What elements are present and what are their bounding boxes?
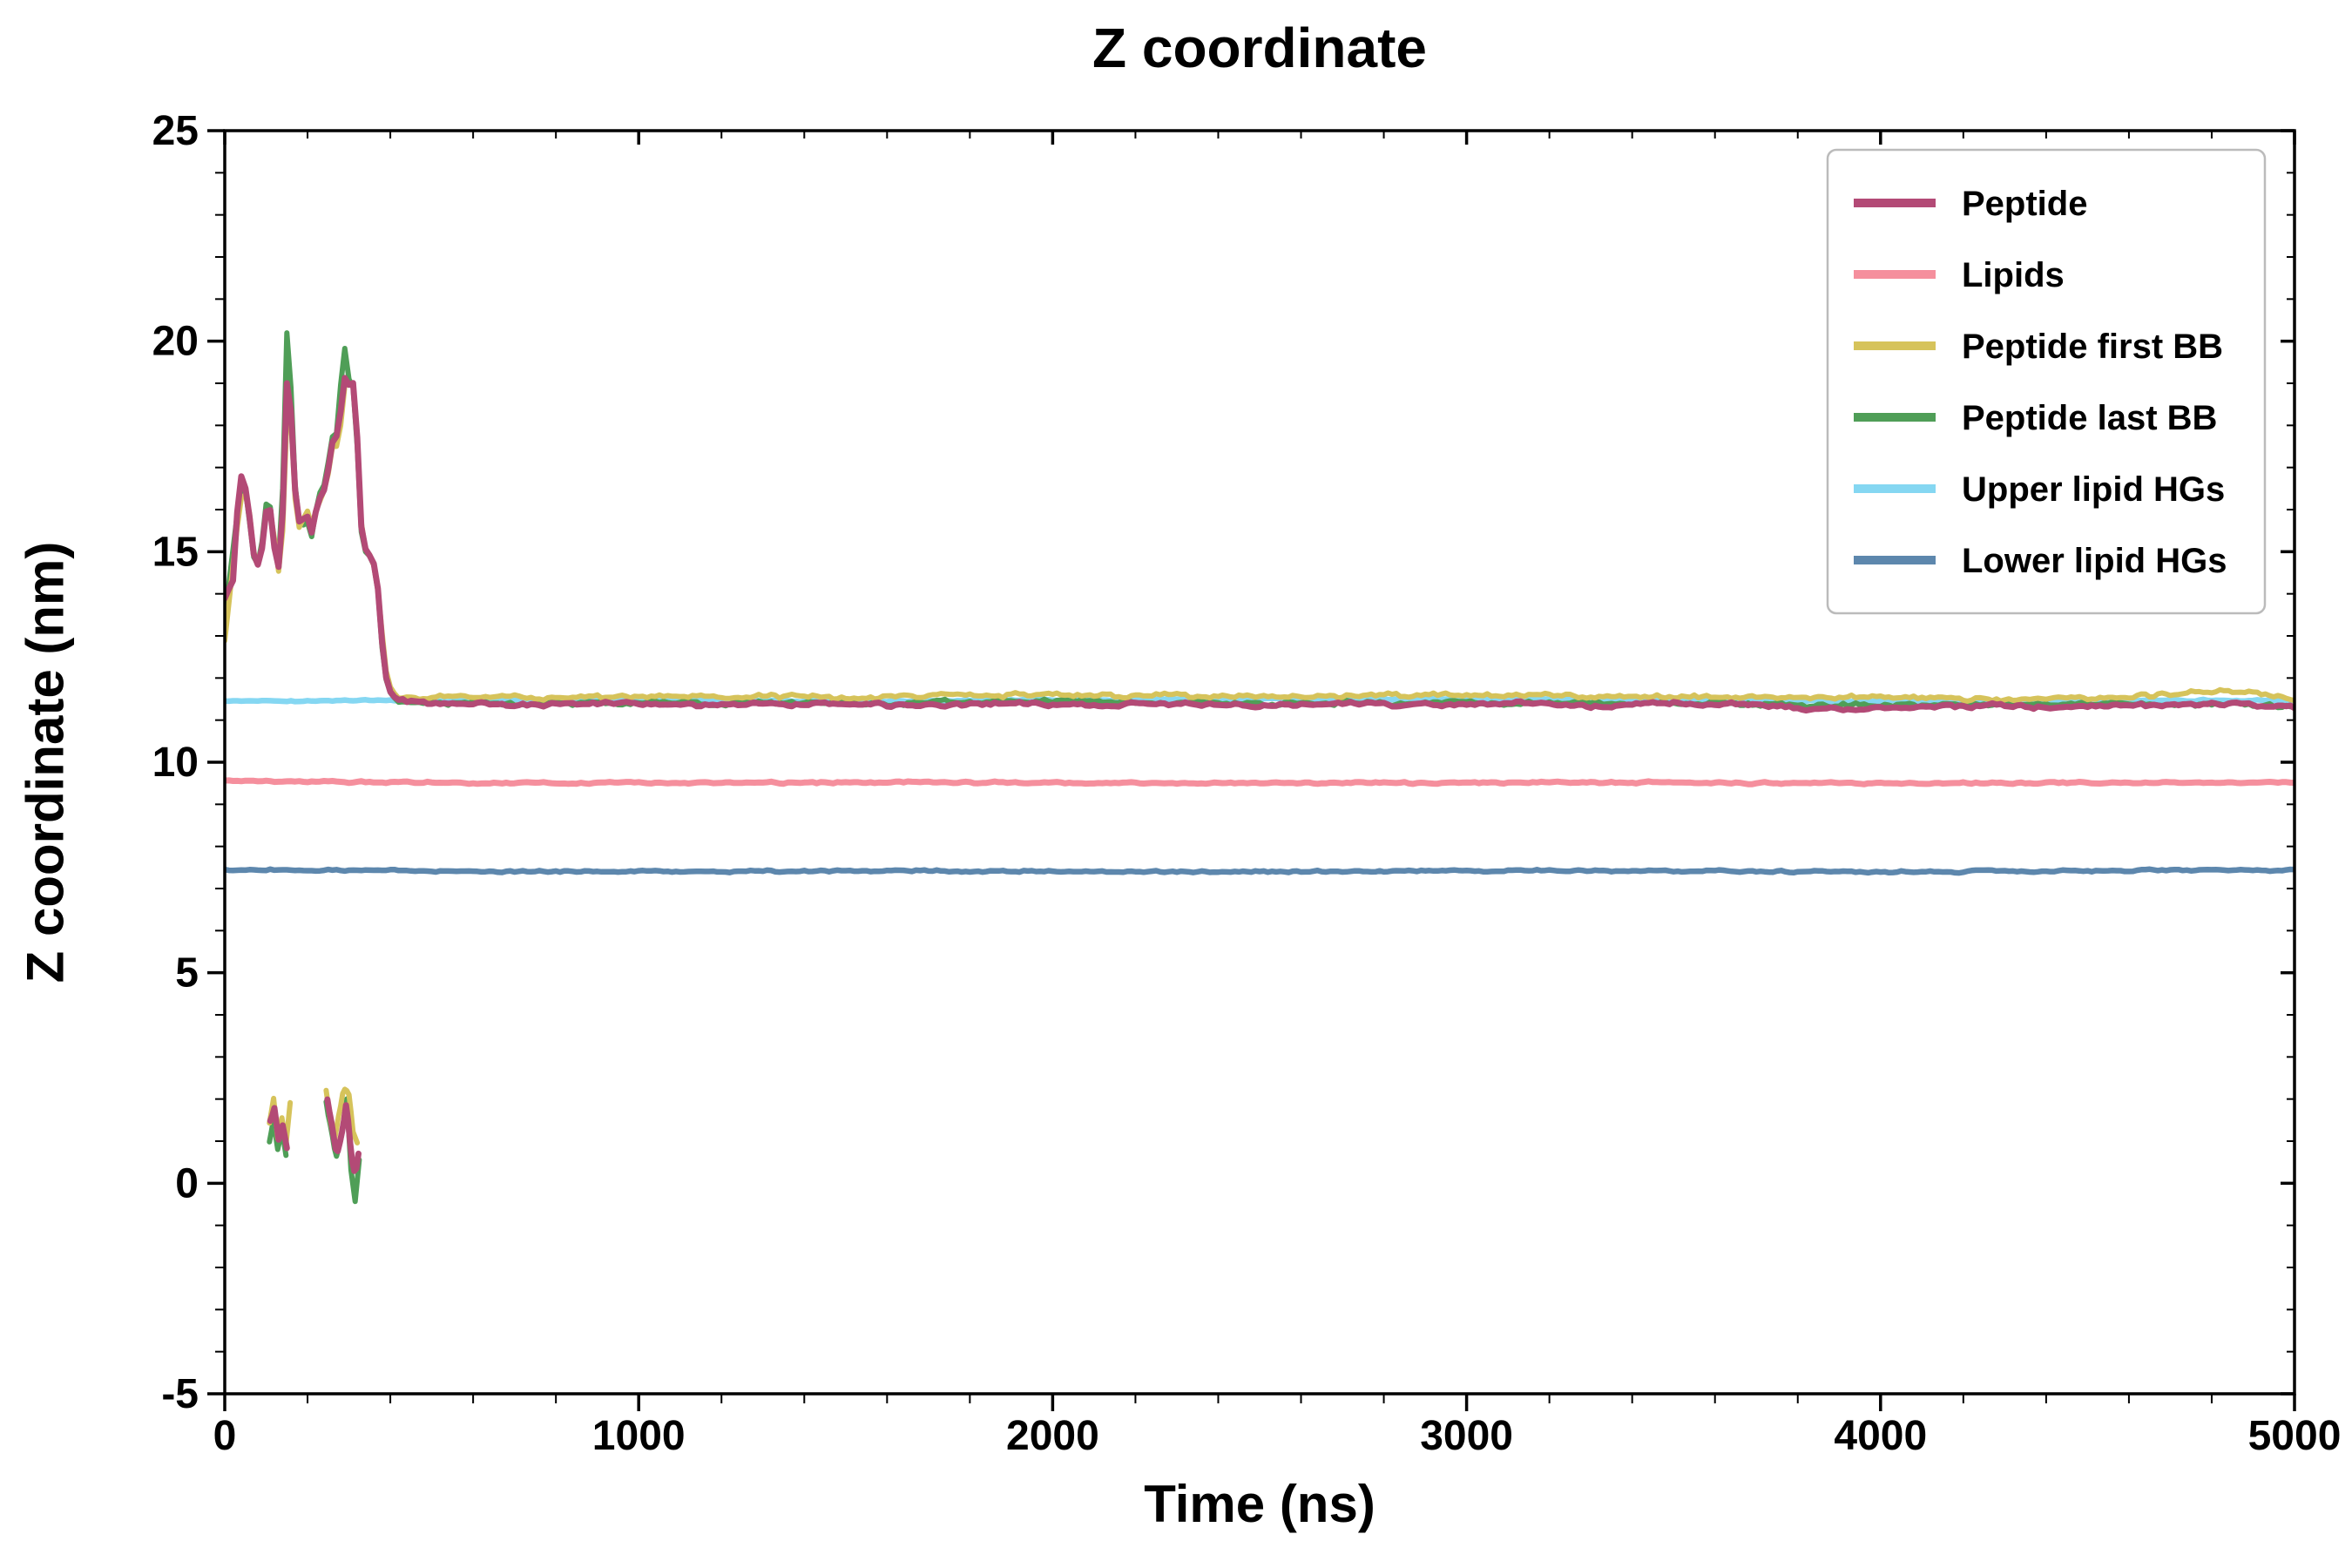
x-tick-label: 0 — [213, 1413, 237, 1459]
y-tick-label: 15 — [152, 529, 199, 575]
series-lower-lipid-hgs-line — [225, 866, 2295, 876]
legend-label-lipids: Lipids — [1962, 256, 2065, 294]
legend-box — [1826, 148, 2267, 615]
legend-label-upper-lipid-hgs: Upper lipid HGs — [1962, 470, 2225, 509]
y-tick-label: 20 — [152, 319, 199, 365]
y-tick-label: 10 — [152, 740, 199, 786]
y-tick-label: 0 — [175, 1160, 199, 1206]
series-peptide-first-bb-line — [225, 381, 2295, 704]
legend-item-peptide-first-bb: Peptide first BB — [1854, 328, 2223, 366]
legend-item-upper-lipid-hgs: Upper lipid HGs — [1854, 470, 2225, 509]
axis-ticks — [207, 129, 2296, 1411]
y-tick-label: 25 — [152, 108, 199, 154]
legend-item-lipids: Lipids — [1854, 256, 2065, 294]
series-peptide-segment-1 — [267, 1105, 290, 1152]
legend-label-lower-lipid-hgs: Lower lipid HGs — [1962, 542, 2227, 580]
x-tick-label: 4000 — [1834, 1413, 1927, 1459]
legend-label-peptide: Peptide — [1962, 185, 2087, 223]
y-tick-label: -5 — [161, 1371, 199, 1417]
legend-item-peptide-last-bb: Peptide last BB — [1854, 399, 2217, 437]
x-tick-label: 1000 — [592, 1413, 686, 1459]
x-axis-label: Time (ns) — [1144, 1475, 1375, 1533]
y-axis-label: Z coordinate (nm) — [16, 541, 75, 983]
series-peptide-segment-2 — [324, 1096, 362, 1174]
series-lines — [225, 330, 2295, 1205]
legend: Peptide Lipids Peptide first BB Peptide las… — [1826, 148, 2267, 615]
plot-spines — [223, 129, 2296, 1396]
y-tick-label: 5 — [175, 950, 199, 997]
series-lipids-line — [225, 777, 2295, 787]
legend-label-peptide-last-bb: Peptide last BB — [1962, 399, 2217, 437]
series-peptide-line — [225, 375, 2295, 714]
x-tick-label: 5000 — [2248, 1413, 2342, 1459]
legend-item-lower-lipid-hgs: Lower lipid HGs — [1854, 542, 2227, 580]
chart-title: Z coordinate — [1092, 17, 1428, 79]
legend-item-peptide: Peptide — [1854, 185, 2087, 223]
x-tick-label: 3000 — [1420, 1413, 1513, 1459]
x-tick-label: 2000 — [1006, 1413, 1099, 1459]
legend-label-peptide-first-bb: Peptide first BB — [1962, 328, 2223, 366]
